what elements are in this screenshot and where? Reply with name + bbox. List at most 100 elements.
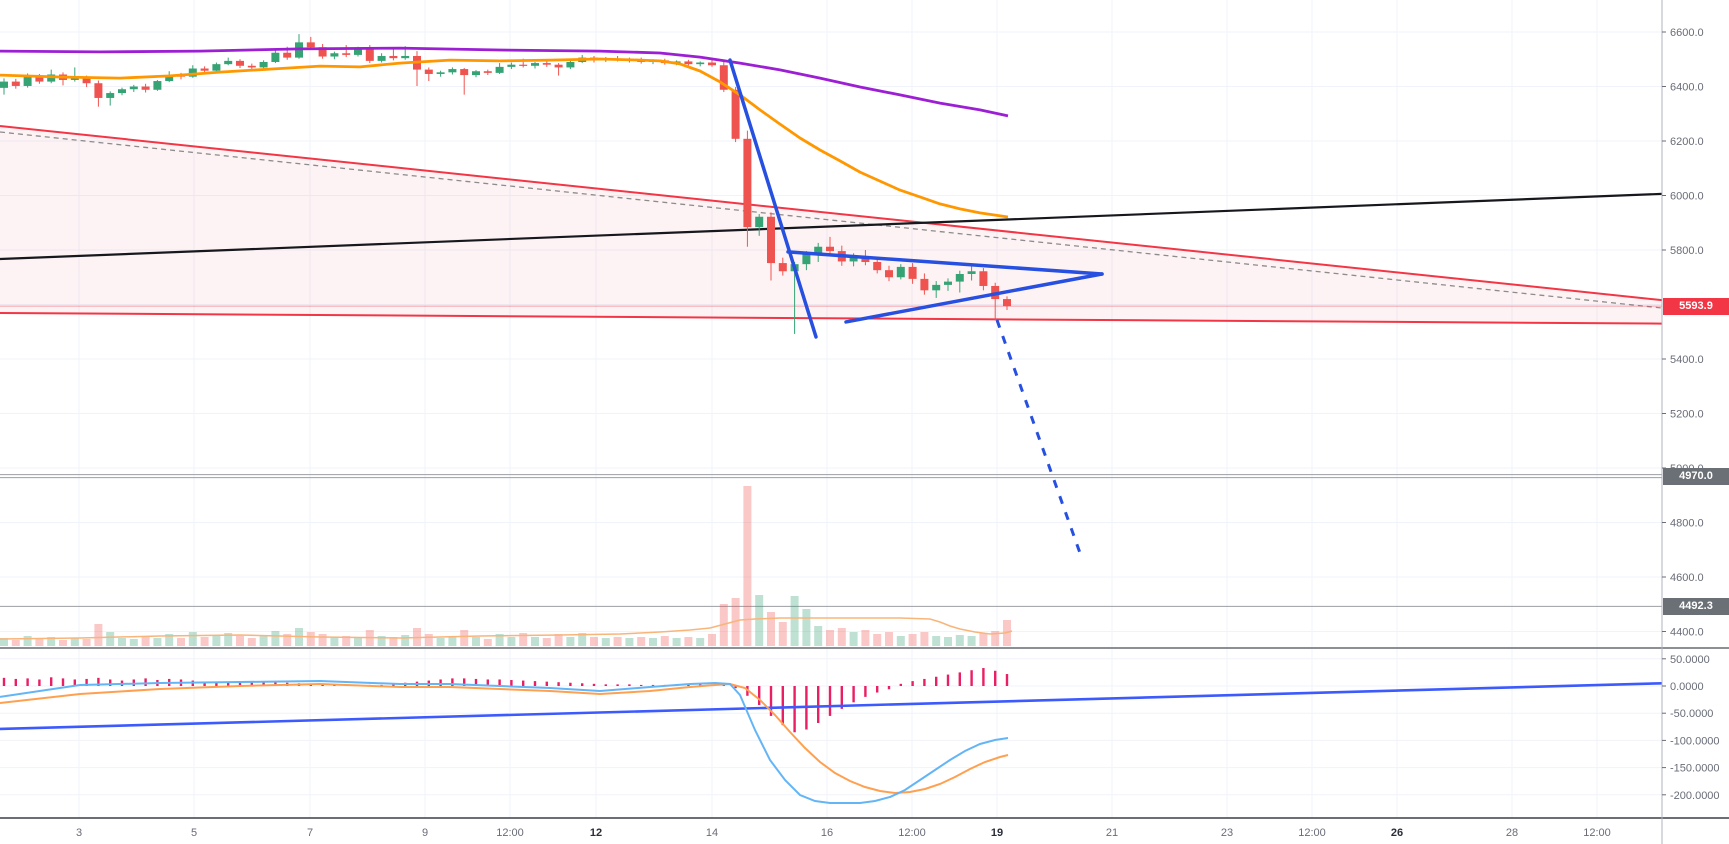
volume-bar	[483, 639, 492, 646]
candle	[814, 246, 823, 254]
candle	[542, 63, 551, 65]
descending-channel	[0, 125, 1663, 325]
volume-bar	[59, 640, 67, 646]
volume-bar	[472, 637, 480, 646]
candle	[908, 266, 917, 279]
volume-bar	[460, 630, 469, 646]
candle	[967, 271, 976, 274]
candle	[236, 60, 244, 66]
axis-tick-label: 6600.0	[1670, 27, 1704, 39]
pennant-line[interactable]	[844, 272, 1104, 324]
volume-bar	[11, 640, 20, 646]
candle	[11, 81, 20, 86]
orange-ma-line	[0, 57, 1009, 219]
volume-bar	[177, 638, 185, 646]
volume-bar	[896, 636, 905, 646]
volume-bar	[247, 638, 256, 646]
volume-layer	[0, 486, 1013, 646]
time-tick-label: 12:00	[898, 827, 926, 839]
oscillator-layer	[0, 668, 1663, 804]
purple-ma	[0, 46, 1009, 118]
black-trendline[interactable]	[0, 192, 1663, 261]
candle	[35, 76, 44, 82]
time-tick-label: 16	[821, 827, 833, 839]
time-tick-label: 9	[422, 827, 428, 839]
volume-bar	[188, 632, 197, 646]
axis-tick-label: 6000.0	[1670, 191, 1704, 203]
volume-bar	[342, 636, 351, 646]
candle	[767, 216, 775, 264]
volume-bar	[542, 638, 551, 646]
volume-bar	[236, 636, 244, 646]
candle	[472, 71, 480, 76]
candle	[778, 263, 787, 272]
volume-bar	[944, 637, 952, 646]
axis-tick-label: 5800.0	[1670, 245, 1704, 257]
candle	[483, 71, 492, 73]
volume-bar	[259, 636, 268, 646]
volume-bar	[767, 612, 775, 646]
price-axis[interactable]	[1662, 0, 1729, 818]
candle	[436, 72, 445, 74]
pennant-line[interactable]	[786, 250, 1104, 276]
orange-ma	[0, 57, 1009, 219]
volume-bar	[885, 632, 893, 646]
volume-bar	[731, 598, 740, 646]
candle	[708, 62, 716, 66]
volume-bar	[778, 622, 787, 646]
time-axis[interactable]	[0, 818, 1729, 844]
candle	[684, 61, 693, 65]
volume-bar	[271, 631, 280, 646]
candle	[141, 86, 150, 90]
volume-bar	[837, 628, 846, 646]
volume-bar	[908, 634, 917, 646]
volume-bar	[401, 635, 410, 646]
volume-bar	[814, 626, 823, 646]
candle	[401, 55, 410, 59]
time-tick-label: 3	[76, 827, 82, 839]
axis-tick-label: 6400.0	[1670, 82, 1704, 94]
gray-price-label-lower: 4492.3	[1663, 597, 1729, 615]
projection-dashed-line[interactable]	[995, 319, 1082, 554]
volume-bar	[920, 632, 929, 646]
volume-bar	[0, 638, 8, 646]
candle	[389, 55, 398, 59]
candle	[696, 62, 705, 65]
axis-tick-label: 4400.0	[1670, 627, 1704, 639]
axis-tick-label: 5400.0	[1670, 354, 1704, 366]
time-tick-label: 7	[307, 827, 313, 839]
oscillator-trendline[interactable]	[0, 681, 1663, 731]
candle	[365, 48, 374, 61]
volume-bar	[873, 634, 882, 646]
candle	[224, 60, 233, 65]
time-tick-label: 12:00	[496, 827, 524, 839]
gray-price-label-upper: 4970.0	[1663, 467, 1729, 485]
volume-bar	[129, 639, 138, 646]
volume-bar	[601, 638, 610, 646]
volume-bar	[200, 637, 209, 646]
volume-bar	[531, 637, 539, 646]
volume-bar	[826, 630, 834, 646]
volume-bar	[153, 638, 162, 646]
axis-tick-label: -150.0000	[1670, 763, 1720, 775]
volume-bar	[436, 638, 445, 646]
candle	[802, 253, 811, 265]
volume-bar	[849, 632, 858, 646]
volume-bar	[790, 596, 799, 646]
candle	[247, 65, 256, 68]
candle	[755, 216, 764, 228]
candle	[342, 53, 351, 55]
candle	[731, 89, 740, 139]
candle	[153, 81, 162, 90]
volume-bar	[212, 635, 221, 646]
pennant-line[interactable]	[728, 58, 818, 339]
volume-bar	[507, 637, 516, 646]
time-tick-label: 19	[991, 827, 1003, 839]
oscillator-fast-line	[0, 679, 1009, 804]
volume-bar	[82, 639, 91, 646]
volume-bar	[377, 636, 386, 646]
volume-bar	[165, 634, 174, 646]
candle	[979, 271, 988, 286]
